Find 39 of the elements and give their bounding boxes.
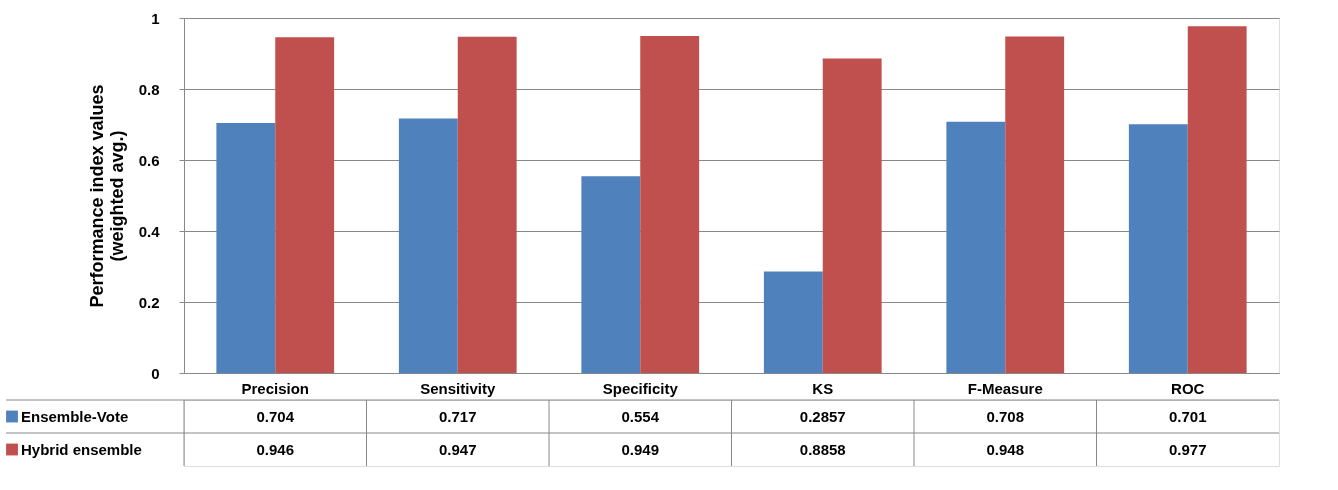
bar	[763, 271, 823, 373]
bar	[581, 176, 641, 373]
y-tick-label: 0.2	[138, 293, 160, 311]
data-label: 0.554	[621, 407, 660, 425]
bar	[1187, 26, 1247, 373]
x-tick-label: F-Measure	[967, 379, 1043, 397]
bar	[275, 37, 335, 373]
y-tick-label: 0.6	[138, 151, 160, 169]
legend-label: Ensemble-Vote	[21, 407, 129, 425]
data-label: 0.949	[621, 440, 660, 458]
data-label: 0.704	[256, 407, 295, 425]
y-tick-label: 0	[151, 364, 160, 382]
bar	[640, 36, 700, 373]
x-tick-label: Specificity	[602, 379, 679, 397]
bar	[457, 36, 517, 373]
y-tick-label: 1	[151, 9, 160, 27]
y-tick-label: 0.8	[138, 80, 160, 98]
data-label: 0.948	[986, 440, 1025, 458]
y-axis-title: Performance index values (weighted avg.)	[86, 84, 127, 308]
x-tick-label: KS	[812, 379, 834, 397]
x-tick-label: Precision	[241, 379, 310, 397]
bar	[822, 58, 882, 373]
y-tick-label: 0.4	[138, 222, 161, 240]
x-tick-label: ROC	[1171, 379, 1205, 397]
data-label: 0.717	[438, 407, 477, 425]
data-label: 0.8858	[799, 440, 846, 458]
bar	[216, 123, 276, 373]
bar	[398, 118, 458, 373]
bar	[1005, 36, 1065, 373]
bar	[946, 121, 1006, 373]
legend-label: Hybrid ensemble	[21, 440, 142, 458]
data-label: 0.2857	[799, 407, 846, 425]
bar	[1128, 124, 1188, 373]
data-label: 0.946	[256, 440, 295, 458]
data-label: 0.947	[438, 440, 477, 458]
data-label: 0.701	[1168, 407, 1207, 425]
x-tick-label: Sensitivity	[420, 379, 496, 397]
data-label: 0.977	[1168, 440, 1207, 458]
data-label: 0.708	[986, 407, 1025, 425]
